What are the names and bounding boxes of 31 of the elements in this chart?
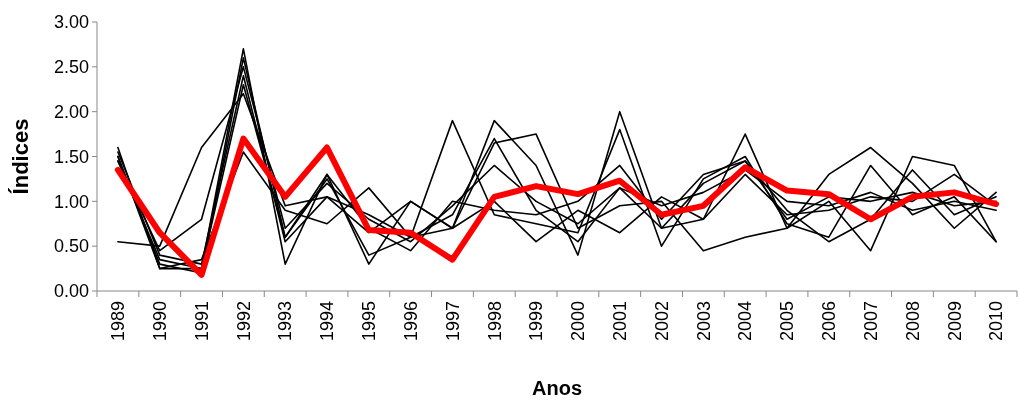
x-tick-label: 2007 [860, 301, 881, 342]
x-tick-label: 1998 [484, 301, 505, 342]
x-tick-label: 2005 [777, 301, 798, 342]
y-tick-label: 0.50 [53, 236, 89, 257]
y-tick-label: 1.50 [53, 146, 89, 167]
y-tick-label: 2.00 [53, 101, 89, 122]
x-tick-label: 2000 [568, 301, 589, 342]
x-tick-label: 1997 [442, 301, 463, 342]
x-tick-label: 2001 [610, 301, 631, 342]
x-tick-label: 1999 [526, 301, 547, 342]
x-tick-label: 1996 [400, 301, 421, 342]
y-tick-label: 3.00 [53, 12, 89, 33]
y-tick-label: 0.00 [53, 281, 89, 302]
x-axis-title: Anos [532, 377, 582, 399]
x-tick-label: 2008 [902, 301, 923, 342]
x-tick-label: 2009 [944, 301, 965, 342]
y-tick-label: 1.00 [53, 191, 89, 212]
x-tick-label: 1990 [150, 301, 171, 342]
x-tick-label: 1995 [359, 301, 380, 342]
x-tick-label: 1994 [317, 301, 338, 342]
x-tick-label: 2010 [986, 301, 1007, 342]
x-tick-label: 1991 [191, 301, 212, 342]
y-tick-label: 2.50 [53, 57, 89, 78]
x-tick-label: 2002 [651, 301, 672, 342]
x-tick-label: 1993 [275, 301, 296, 342]
x-tick-label: 1989 [108, 301, 129, 342]
x-tick-label: 1992 [233, 301, 254, 342]
x-tick-label: 2006 [819, 301, 840, 342]
y-axis-title: Índices [8, 118, 33, 195]
x-tick-label: 2004 [735, 301, 756, 342]
x-tick-label: 2003 [693, 301, 714, 342]
